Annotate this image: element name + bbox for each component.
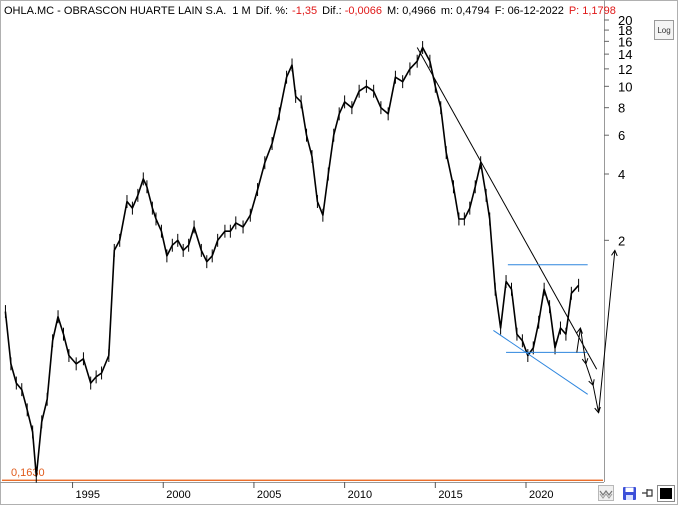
y-tick-label: 4 [618,167,625,182]
x-tick-label: 2000 [166,489,190,501]
max-value: 0,4966 [402,5,436,17]
projection-arrowhead [594,406,601,414]
y-tick-label: 6 [618,128,625,143]
dif-label: Dif.: [322,5,342,17]
x-axis-ticks: 1995 2000 2005 2010 2015 2020 [72,482,553,501]
support-level-label: 0,1630 [11,467,45,479]
trendline [416,47,598,370]
dif-pct-value: -1,35 [292,5,317,17]
x-tick-label: 2020 [529,489,553,501]
log-scale-label: Log [657,25,671,35]
x-tick-label: 2015 [438,489,462,501]
y-tick-label: 10 [618,79,632,94]
period-label: 1 M [232,5,250,17]
save-button[interactable] [622,486,637,501]
y-tick-label: 14 [618,47,632,62]
x-tick-label: 1995 [76,489,100,501]
dif-value: -0,0066 [345,5,382,17]
x-tick-label: 2010 [348,489,372,501]
y-tick-label: 16 [618,34,632,49]
chart-annotations [416,47,618,414]
channel-line [493,329,588,395]
projection-arrowhead [588,379,595,387]
y-tick-label: 18 [618,23,632,38]
date-value: 06-12-2022 [508,5,564,17]
max-label: M: [387,5,399,17]
projection-path [576,250,616,413]
projection-arrowhead [576,326,583,334]
price-value: 1,1798 [582,5,616,17]
min-value: 0,4794 [456,5,490,17]
dif-pct-label: Dif. %: [256,5,288,17]
projection-arrowhead [581,358,589,365]
projection-arrowhead [611,249,618,257]
date-label: F: [495,5,505,17]
price-label: P: [569,5,579,17]
y-tick-label: 8 [618,101,625,116]
pin-button[interactable] [640,486,654,500]
price-series [4,41,580,483]
wave-button[interactable] [598,485,614,501]
color-button[interactable] [657,485,675,502]
ticker-label: OHLA.MC - OBRASCON HUARTE LAIN S.A. [4,5,226,17]
wave-icon [599,490,613,499]
min-label: m: [441,5,453,17]
y-tick-label: 2 [618,233,625,248]
y-tick-label: 20 [618,13,632,28]
y-tick-label: 12 [618,62,632,77]
log-scale-button[interactable]: Log [654,20,674,40]
chart-header: OHLA.MC - OBRASCON HUARTE LAIN S.A. 1 M Di… [4,5,616,17]
x-tick-label: 2005 [257,489,281,501]
price-line [4,46,580,477]
pin-icon [642,489,653,497]
color-swatch-icon [660,488,672,499]
floppy-disk-icon [623,487,636,500]
